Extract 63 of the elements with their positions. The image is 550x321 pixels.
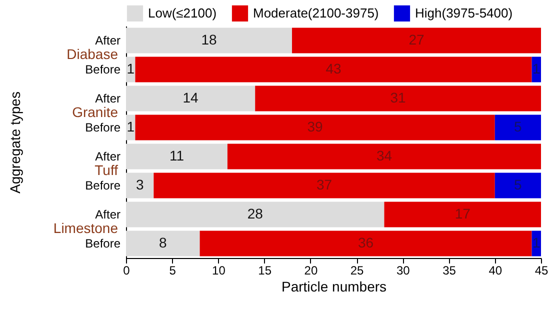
x-tick-label: 30 bbox=[396, 264, 410, 278]
data-label: 27 bbox=[408, 32, 424, 48]
data-label: 43 bbox=[326, 60, 342, 76]
data-label: 11 bbox=[169, 148, 184, 164]
data-label: 1 bbox=[126, 118, 135, 134]
bar bbox=[494, 172, 541, 198]
y-tick-label: After bbox=[95, 34, 120, 48]
x-tick-label: 35 bbox=[442, 264, 456, 278]
bar bbox=[494, 114, 541, 140]
x-tick-label: 25 bbox=[350, 264, 364, 278]
bar bbox=[126, 230, 200, 256]
y-tick-label: Before bbox=[85, 236, 121, 250]
text: Granite bbox=[72, 104, 118, 120]
data-label: 34 bbox=[376, 148, 392, 164]
legend-label: Low(≤2100) bbox=[148, 5, 217, 20]
legend-label: Moderate(2100-3975) bbox=[253, 5, 379, 20]
bar bbox=[126, 28, 292, 54]
bar bbox=[135, 114, 495, 140]
bar bbox=[292, 28, 541, 54]
bar bbox=[200, 230, 532, 256]
data-label: 14 bbox=[182, 90, 199, 106]
x-tick-label: 40 bbox=[488, 264, 502, 278]
data-label: 28 bbox=[247, 206, 264, 222]
data-label: 1 bbox=[126, 60, 135, 76]
text: Limestone bbox=[53, 220, 118, 236]
y-tick-label: Before bbox=[85, 178, 121, 192]
y-tick-label: After bbox=[95, 208, 120, 222]
data-label: 37 bbox=[316, 176, 332, 192]
y-tick-label: After bbox=[95, 92, 120, 106]
bar bbox=[126, 172, 154, 198]
data-label: 18 bbox=[201, 32, 217, 48]
data-label: 1 bbox=[532, 60, 540, 76]
bar bbox=[255, 86, 541, 112]
data-label: 1 bbox=[532, 234, 540, 250]
bar bbox=[227, 144, 541, 170]
y-tick-label: Before bbox=[85, 120, 121, 134]
data-label: 5 bbox=[514, 118, 522, 134]
bar bbox=[126, 86, 256, 112]
data-label: 17 bbox=[454, 206, 471, 222]
data-label: 5 bbox=[514, 176, 522, 192]
bar bbox=[384, 202, 541, 228]
x-tick-label: 15 bbox=[258, 264, 272, 278]
bar bbox=[135, 56, 532, 82]
bar bbox=[126, 144, 228, 170]
data-label: 39 bbox=[307, 118, 324, 134]
x-tick-label: 5 bbox=[169, 264, 176, 278]
text: Tuff bbox=[94, 162, 118, 178]
y-tick-label: Before bbox=[85, 62, 121, 76]
x-tick-label: 45 bbox=[534, 264, 548, 278]
y-tick-label: After bbox=[95, 150, 120, 164]
bar bbox=[126, 202, 384, 228]
x-tick-label: 20 bbox=[304, 264, 318, 278]
legend-label: High(3975-5400) bbox=[415, 5, 513, 20]
bar bbox=[154, 172, 495, 198]
data-label: 8 bbox=[158, 234, 167, 250]
data-label: 36 bbox=[358, 234, 374, 250]
x-tick-label: 0 bbox=[123, 264, 130, 278]
text: Diabase bbox=[66, 46, 118, 62]
data-label: 31 bbox=[390, 90, 406, 106]
x-tick-label: 10 bbox=[212, 264, 226, 278]
data-label: 3 bbox=[136, 176, 144, 192]
x-axis-title: Particle numbers bbox=[281, 278, 387, 294]
y-axis-title: Aggregate types bbox=[7, 92, 24, 194]
